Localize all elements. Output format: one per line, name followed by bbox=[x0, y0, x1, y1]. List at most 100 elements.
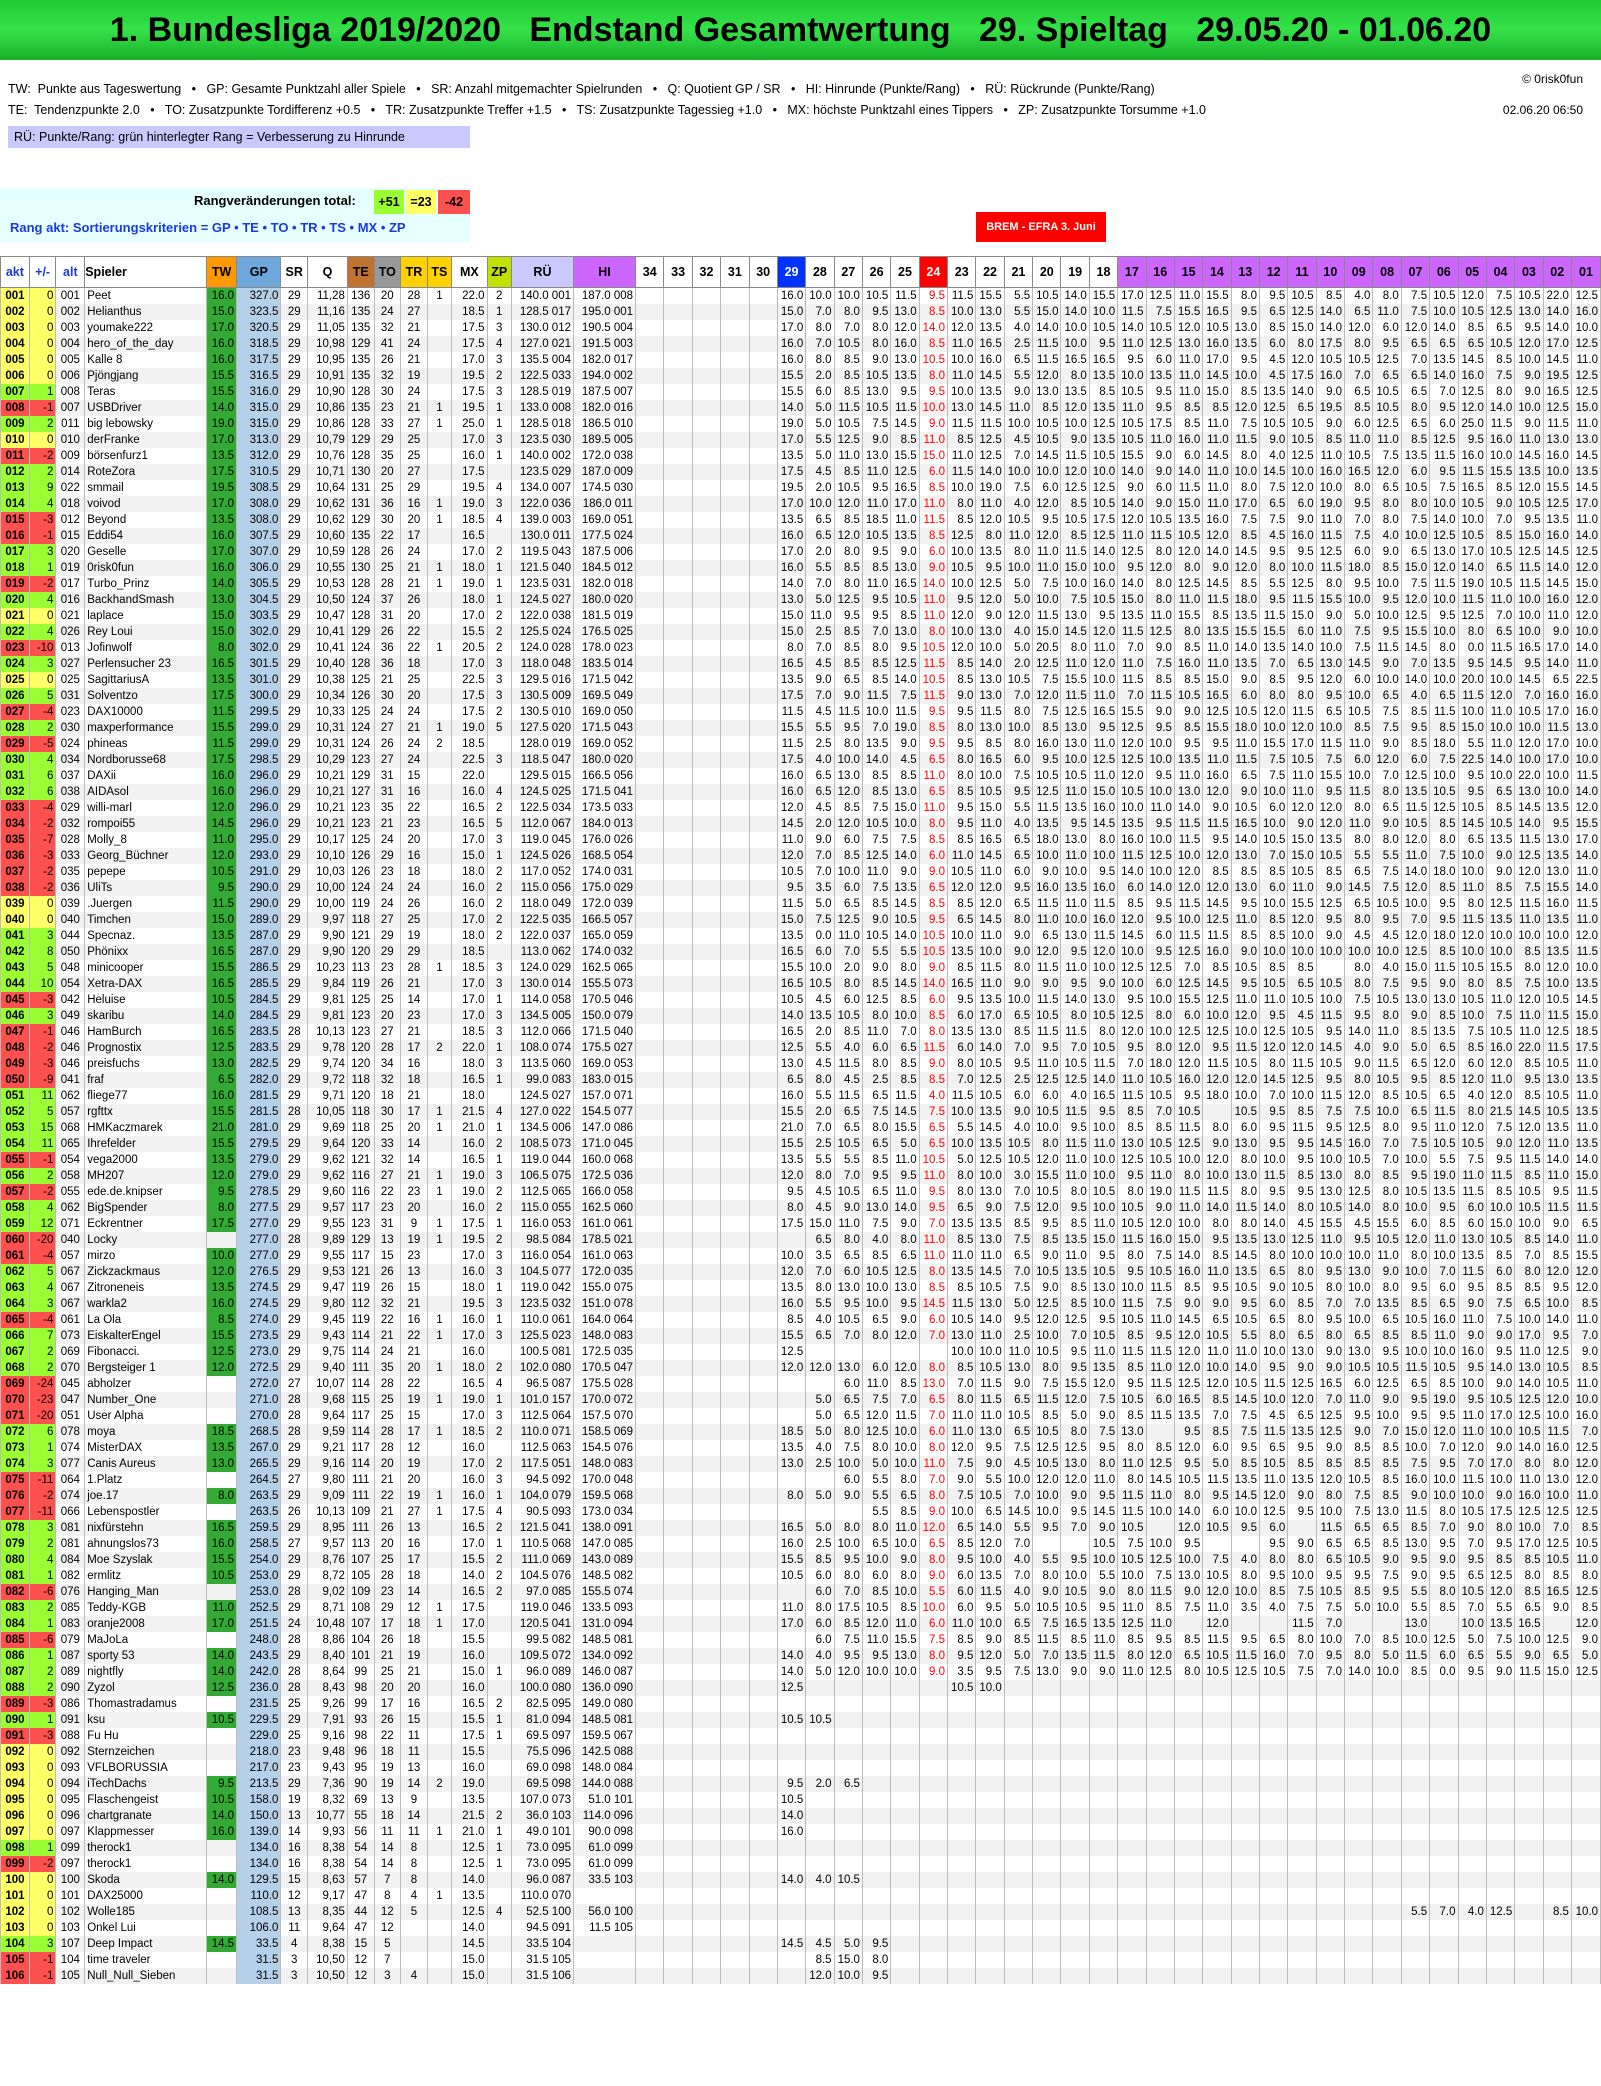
cell-mx: 17.0 bbox=[451, 656, 488, 672]
cell-matchday: 6.5 bbox=[1258, 496, 1289, 512]
cell-matchday bbox=[748, 1232, 778, 1248]
cell-ts bbox=[426, 1728, 453, 1744]
cell-te: 107 bbox=[346, 1616, 375, 1632]
cell-matchday: 13.0 bbox=[1230, 1168, 1260, 1184]
cell-matchday bbox=[918, 1344, 949, 1360]
cell-matchday bbox=[663, 640, 693, 656]
cell-matchday bbox=[720, 576, 750, 592]
cell-matchday: 14.5 bbox=[890, 976, 920, 992]
rank-current: 028 bbox=[0, 720, 30, 736]
cell-matchday: 8.5 bbox=[1400, 432, 1431, 448]
cell-matchday: 7.0 bbox=[1344, 1296, 1374, 1312]
cell-matchday: 11.5 bbox=[1514, 1152, 1544, 1168]
cell-matchday: 6.0 bbox=[1457, 1200, 1487, 1216]
cell-matchday: 9.5 bbox=[861, 592, 892, 608]
cell-matchday bbox=[1514, 1808, 1544, 1824]
cell-matchday bbox=[1173, 1728, 1204, 1744]
cell-tr: 15 bbox=[400, 1712, 428, 1728]
cell-matchday: 13.5 bbox=[1088, 400, 1119, 416]
cell-matchday: 10.0 bbox=[1372, 1104, 1402, 1120]
cell-matchday: 6.5 bbox=[1003, 1616, 1034, 1632]
cell-matchday bbox=[861, 1696, 892, 1712]
cell-matchday: 12.0 bbox=[1117, 768, 1147, 784]
cell-matchday: 16.5 bbox=[1344, 464, 1374, 480]
cell-sr: 28 bbox=[280, 1104, 309, 1120]
cell-matchday bbox=[1485, 1744, 1516, 1760]
player-name: Xetra-DAX bbox=[84, 976, 208, 992]
cell-matchday: 6.5 bbox=[1003, 1424, 1034, 1440]
cell-matchday bbox=[1429, 1760, 1459, 1776]
cell-hi: 147.0 085 bbox=[572, 1536, 637, 1552]
cell-sr: 29 bbox=[280, 1712, 309, 1728]
rank-current: 086 bbox=[0, 1648, 30, 1664]
cell-hi: 191.5 003 bbox=[572, 336, 637, 352]
player-name: Zickzackmaus bbox=[84, 1264, 208, 1280]
cell-matchday: 11.5 bbox=[975, 416, 1005, 432]
cell-matchday: 10.5 bbox=[1344, 704, 1374, 720]
cell-matchday: 10.5 bbox=[1429, 1136, 1459, 1152]
rank-change: -3 bbox=[28, 1056, 57, 1072]
cell-hi: 176.5 025 bbox=[572, 624, 637, 640]
cell-matchday bbox=[691, 720, 722, 736]
cell-matchday bbox=[663, 832, 693, 848]
cell-matchday: 4.0 bbox=[1003, 816, 1034, 832]
cell-matchday: 13.5 bbox=[975, 544, 1005, 560]
cell-mx: 17.0 bbox=[451, 1248, 488, 1264]
cell-to: 32 bbox=[373, 368, 402, 384]
cell-matchday bbox=[635, 640, 665, 656]
cell-matchday: 9.5 bbox=[861, 608, 892, 624]
cell-matchday bbox=[635, 1072, 665, 1088]
cell-matchday bbox=[720, 1616, 750, 1632]
cell-matchday: 12.5 bbox=[1032, 1296, 1062, 1312]
cell-matchday: 17.0 bbox=[776, 496, 807, 512]
cell-matchday: 7.5 bbox=[1344, 640, 1374, 656]
cell-q: 11,28 bbox=[307, 287, 348, 304]
cell-gp: 305.5 bbox=[236, 576, 282, 592]
cell-matchday: 6.5 bbox=[1485, 784, 1516, 800]
cell-matchday: 8.5 bbox=[833, 1024, 863, 1040]
cell-matchday: 9.5 bbox=[1088, 1600, 1119, 1616]
cell-to: 29 bbox=[373, 928, 402, 944]
cell-tw: 16.0 bbox=[206, 768, 238, 784]
cell-to: 24 bbox=[373, 880, 402, 896]
cell-matchday: 15.5 bbox=[776, 368, 807, 384]
cell-matchday: 9.5 bbox=[776, 880, 807, 896]
cell-te: 125 bbox=[346, 672, 375, 688]
rank-change: -1 bbox=[28, 400, 57, 416]
cell-hi: 182.0 018 bbox=[572, 576, 637, 592]
rank-change: 0 bbox=[28, 1808, 57, 1824]
cell-matchday: 5.5 bbox=[805, 1296, 835, 1312]
rank-current: 049 bbox=[0, 1056, 30, 1072]
cell-matchday: 4.5 bbox=[1258, 1408, 1289, 1424]
cell-matchday: 10.5 bbox=[890, 912, 920, 928]
cell-matchday bbox=[918, 1728, 949, 1744]
cell-matchday: 8.0 bbox=[1088, 1024, 1119, 1040]
cell-mx: 16.0 bbox=[451, 1264, 488, 1280]
cell-ru: 116.0 054 bbox=[510, 1248, 575, 1264]
cell-matchday bbox=[720, 1376, 750, 1392]
cell-matchday: 10.5 bbox=[1032, 1424, 1062, 1440]
cell-matchday: 14.0 bbox=[1032, 320, 1062, 336]
cell-matchday: 15.0 bbox=[1032, 304, 1062, 320]
cell-matchday bbox=[748, 448, 778, 464]
cell-matchday: 10.5 bbox=[1117, 1216, 1147, 1232]
cell-matchday: 6.0 bbox=[1344, 416, 1374, 432]
cell-gp: 299.0 bbox=[236, 736, 282, 752]
cell-matchday bbox=[635, 800, 665, 816]
cell-matchday bbox=[635, 1040, 665, 1056]
cell-tr: 19 bbox=[400, 928, 428, 944]
rank-current: 092 bbox=[0, 1744, 30, 1760]
cell-matchday: 10.0 bbox=[975, 1680, 1005, 1696]
cell-ts bbox=[426, 1248, 453, 1264]
player-name: VFLBORUSSIA bbox=[84, 1760, 208, 1776]
cell-matchday: 11.5 bbox=[1400, 1504, 1431, 1520]
cell-gp: 315.0 bbox=[236, 400, 282, 416]
cell-matchday: 10.5 bbox=[1287, 1280, 1317, 1296]
cell-matchday: 13.5 bbox=[1230, 1232, 1260, 1248]
cell-matchday bbox=[918, 1824, 949, 1840]
rank-change: 3 bbox=[28, 928, 57, 944]
cell-tr: 17 bbox=[400, 1104, 428, 1120]
cell-matchday: 8.5 bbox=[1173, 720, 1204, 736]
cell-zp: 2 bbox=[486, 544, 512, 560]
cell-matchday bbox=[1230, 1744, 1260, 1760]
